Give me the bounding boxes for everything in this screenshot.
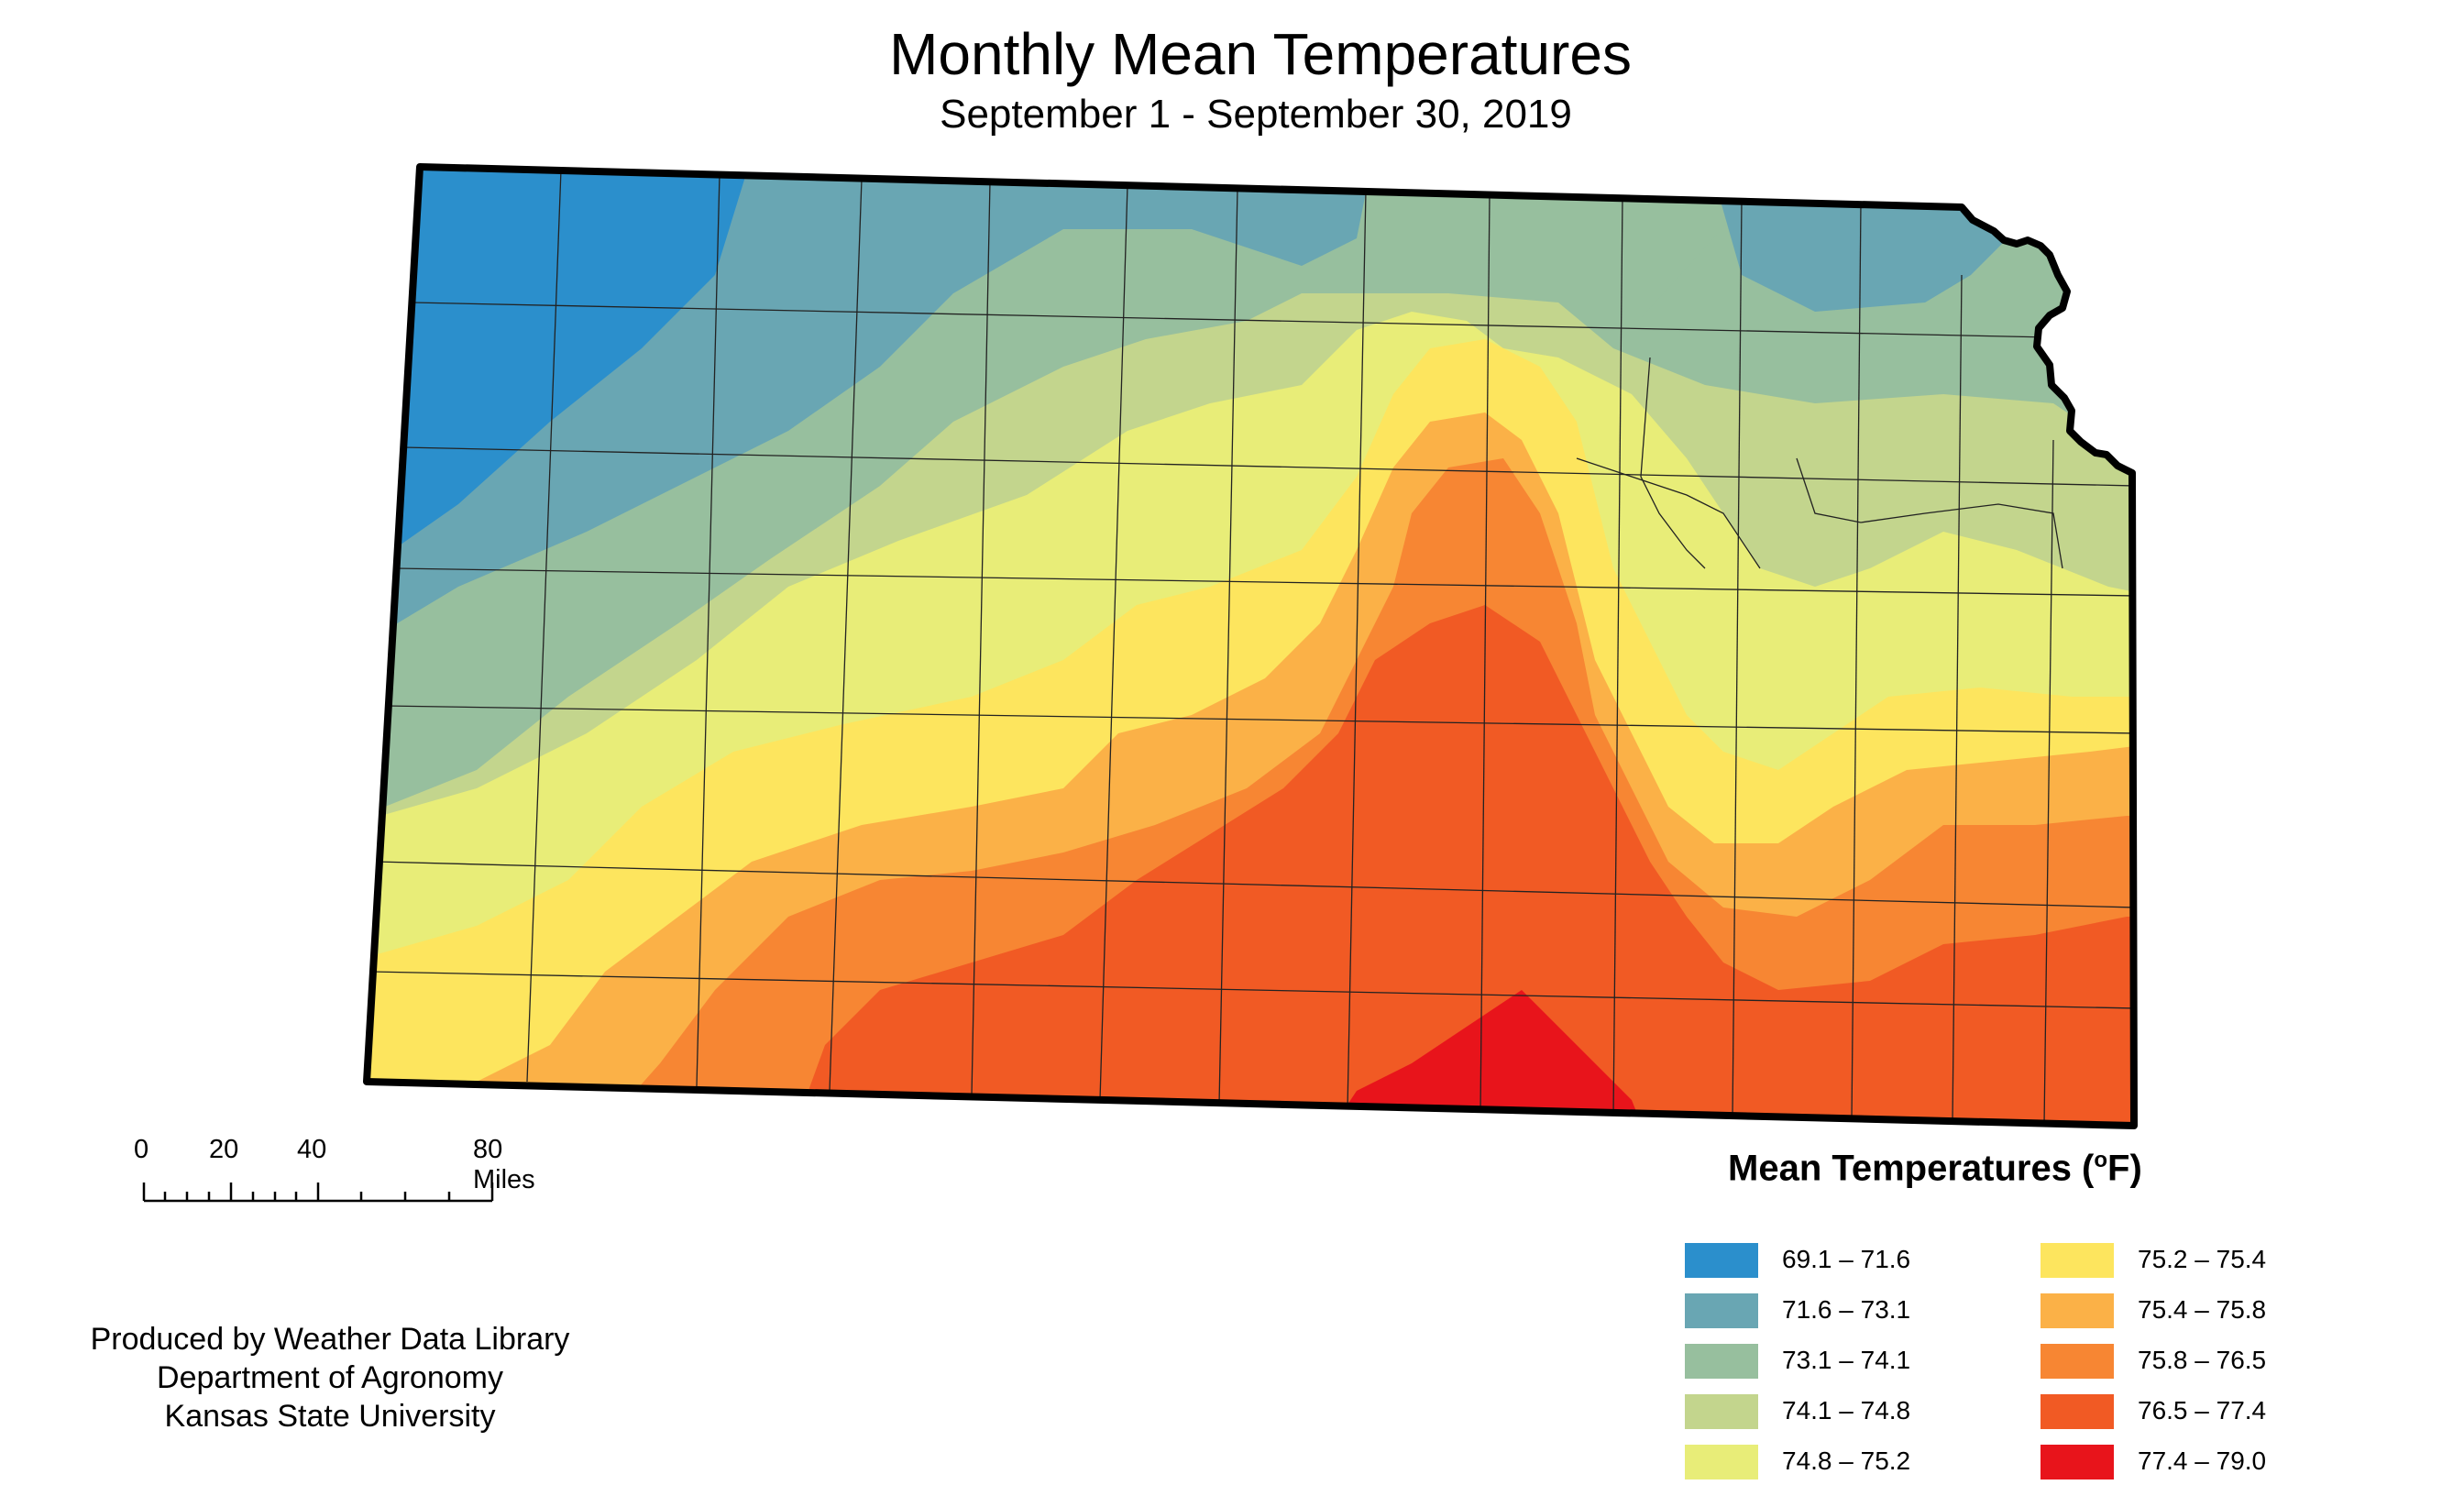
legend-swatch <box>2040 1243 2114 1278</box>
legend-title-text: Mean Temperatures ( <box>1728 1148 2095 1189</box>
legend-label: 75.8 – 76.5 <box>2138 1346 2267 1374</box>
legend-swatch <box>1685 1445 1758 1480</box>
legend-swatch <box>2040 1394 2114 1429</box>
legend-label: 69.1 – 71.6 <box>1782 1245 1911 1273</box>
map-title: Monthly Mean Temperatures <box>889 21 1632 87</box>
legend-swatch <box>2040 1344 2114 1379</box>
legend-swatch <box>2040 1445 2114 1480</box>
temperature-zones <box>367 167 2134 1126</box>
credit-line-producer: Produced by Weather Data Library <box>90 1322 570 1357</box>
scale-label-80-miles: 80 Miles <box>473 1135 535 1194</box>
legend-label: 75.4 – 75.8 <box>2138 1295 2267 1324</box>
legend-label: 75.2 – 75.4 <box>2138 1245 2267 1273</box>
legend-label: 76.5 – 77.4 <box>2138 1396 2267 1424</box>
legend-title: Mean Temperatures (oF) <box>1728 1148 2142 1189</box>
legend-swatch <box>1685 1344 1758 1379</box>
credit-line-department: Department of Agronomy <box>157 1360 503 1395</box>
zone-76-5-77-4 <box>788 605 2134 1126</box>
scale-label-40: 40 <box>297 1135 327 1164</box>
scale-bar: 0 20 40 80 Miles <box>128 1135 535 1217</box>
zone-69-1-71-6 <box>367 167 752 568</box>
map-subtitle: September 1 - September 30, 2019 <box>940 92 1572 137</box>
legend-label: 74.1 – 74.8 <box>1782 1396 1911 1424</box>
credit-line-university: Kansas State University <box>164 1399 496 1434</box>
legend-title-unit: F) <box>2107 1148 2142 1189</box>
kansas-state-border <box>363 163 2138 1129</box>
legend-swatch <box>1685 1394 1758 1429</box>
legend-swatch <box>1685 1293 1758 1328</box>
scale-label-0: 0 <box>134 1135 149 1164</box>
legend-label: 73.1 – 74.1 <box>1782 1346 1911 1374</box>
credit-block: Produced by Weather Data Library Departm… <box>37 1320 623 1436</box>
legend-swatch <box>2040 1293 2114 1328</box>
scale-bar-graphic <box>142 1182 494 1203</box>
legend-title-degree: o <box>2094 1148 2108 1172</box>
legend-label: 71.6 – 73.1 <box>1782 1295 1911 1324</box>
scale-label-20: 20 <box>209 1135 239 1164</box>
county-lines <box>370 169 2134 1126</box>
legend-label: 77.4 – 79.0 <box>2138 1446 2267 1475</box>
legend-swatch <box>1685 1243 1758 1278</box>
legend-label: 74.8 – 75.2 <box>1782 1446 1911 1475</box>
